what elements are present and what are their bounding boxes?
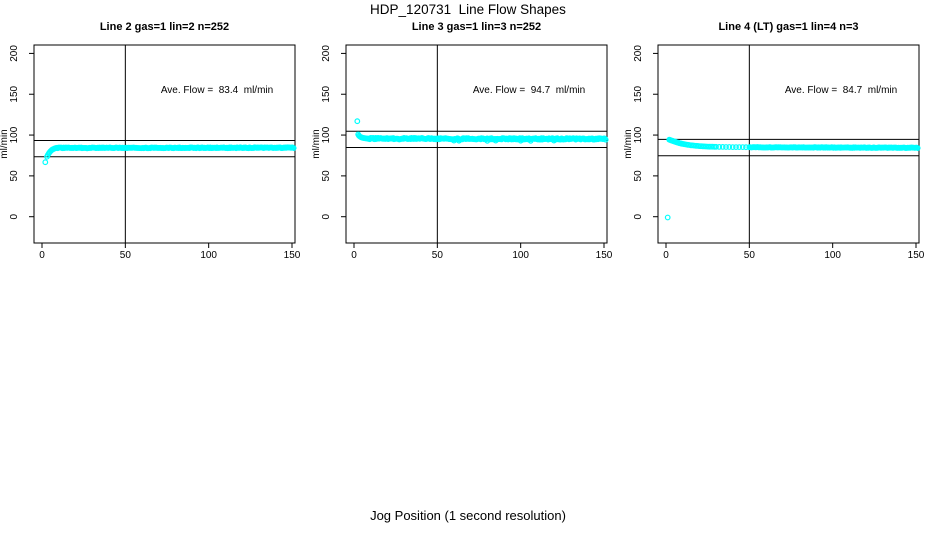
plot-box — [345, 44, 608, 244]
y-tick-label: 50 — [9, 170, 20, 182]
x-tick-label: 0 — [351, 250, 357, 261]
y-tick-label: 100 — [321, 126, 332, 143]
panel-line2: Line 2 gas=1 lin=2 n=252 0 50 100 150 0 50 100… — [0, 18, 312, 278]
ave-flow-annotation: Ave. Flow = 84.7 ml/min — [784, 85, 898, 96]
main-title: HDP_120731 Line Flow Shapes — [370, 2, 566, 17]
y-tick-label: 150 — [633, 85, 644, 102]
y-axis: 0 50 100 150 200 — [321, 45, 346, 219]
data-points — [354, 118, 609, 144]
panel-title: Line 4 (LT) gas=1 lin=4 n=3 — [718, 21, 859, 33]
data-point — [664, 214, 671, 221]
y-axis-title: ml/min — [312, 129, 322, 158]
x-tick-label: 50 — [432, 250, 444, 261]
data-point — [726, 144, 733, 150]
y-axis-title: ml/min — [624, 129, 634, 158]
plot-box — [657, 44, 920, 244]
x-tick-label: 50 — [120, 250, 132, 261]
x-tick-label: 100 — [512, 250, 529, 261]
y-axis: 0 50 100 150 200 — [9, 45, 34, 219]
x-tick-label: 100 — [824, 250, 841, 261]
y-tick-label: 0 — [321, 213, 332, 219]
y-axis-title: ml/min — [0, 129, 10, 158]
x-axis-title: Jog Position (1 second resolution) — [370, 508, 566, 523]
data-point — [729, 144, 736, 151]
y-tick-label: 50 — [633, 170, 644, 182]
y-tick-label: 150 — [9, 85, 20, 102]
y-tick-label: 0 — [9, 213, 20, 219]
y-tick-label: 50 — [321, 170, 332, 182]
y-tick-label: 200 — [9, 45, 20, 62]
panel-line4: Line 4 (LT) gas=1 lin=4 n=3 0 50 100 150 0 50… — [624, 18, 936, 278]
ave-flow-annotation: Ave. Flow = 83.4 ml/min — [160, 85, 274, 96]
x-tick-label: 150 — [596, 250, 613, 261]
panel-line3: Line 3 gas=1 lin=3 n=252 0 50 100 150 0 50 100… — [312, 18, 624, 278]
x-tick-label: 0 — [39, 250, 45, 261]
data-point — [733, 144, 739, 151]
x-axis: 0 50 100 150 — [663, 243, 925, 261]
x-tick-label: 100 — [200, 250, 217, 261]
data-points — [664, 136, 921, 221]
x-tick-label: 50 — [744, 250, 756, 261]
panel-line2-plot: 0 50 100 150 0 50 100 150 200 ml/min — [0, 44, 301, 261]
panel-line3-plot: 0 50 100 150 0 50 100 150 200 ml/min — [312, 44, 613, 261]
data-point — [713, 143, 719, 150]
data-points — [42, 144, 297, 166]
data-point — [290, 145, 297, 152]
data-point — [602, 136, 609, 143]
x-tick-label: 150 — [908, 250, 925, 261]
data-point — [719, 143, 726, 150]
data-point — [739, 144, 746, 151]
data-point — [723, 144, 729, 150]
y-tick-label: 200 — [633, 45, 644, 62]
ave-flow-annotation: Ave. Flow = 94.7 ml/min — [472, 85, 586, 96]
x-axis: 0 50 100 150 — [351, 243, 613, 261]
y-tick-label: 100 — [633, 126, 644, 143]
panel-line4-plot: 0 50 100 150 0 50 100 150 200 ml/min — [624, 44, 925, 261]
data-point — [42, 159, 49, 166]
plot-box — [33, 44, 296, 244]
panel-title: Line 2 gas=1 lin=2 n=252 — [99, 21, 230, 33]
y-axis: 0 50 100 150 200 — [633, 45, 658, 219]
x-tick-label: 0 — [663, 250, 669, 261]
data-point — [736, 144, 743, 151]
data-point — [354, 118, 361, 125]
y-tick-label: 150 — [321, 85, 332, 102]
x-axis: 0 50 100 150 — [39, 243, 301, 261]
y-tick-label: 0 — [633, 213, 644, 219]
data-point — [716, 143, 723, 150]
y-tick-label: 100 — [9, 126, 20, 143]
panel-title: Line 3 gas=1 lin=3 n=252 — [411, 21, 542, 33]
y-tick-label: 200 — [321, 45, 332, 62]
data-point — [914, 145, 921, 152]
x-tick-label: 150 — [284, 250, 301, 261]
